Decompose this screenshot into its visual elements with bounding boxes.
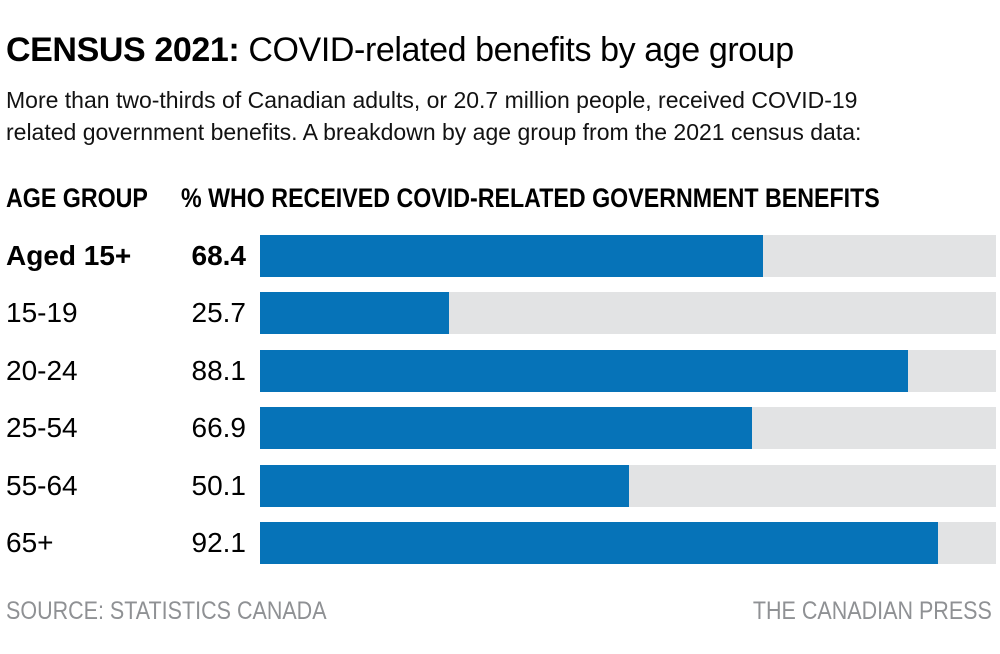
subtitle-line-1: More than two-thirds of Canadian adults,… — [6, 87, 858, 113]
value-label: 92.1 — [191, 527, 247, 558]
value-label: 25.7 — [191, 297, 247, 328]
chart-row: Aged 15+ 68.4 — [0, 235, 1000, 277]
bar-track — [260, 465, 996, 507]
age-group-label: 20-24 — [6, 355, 78, 386]
subtitle: More than two-thirds of Canadian adults,… — [6, 84, 861, 148]
column-header-percent-label: % WHO RECEIVED COVID-RELATED GOVERNMENT … — [181, 183, 880, 213]
title-rest: COVID-related benefits by age group — [239, 31, 794, 69]
chart-row: 20-24 88.1 — [0, 350, 1000, 392]
subtitle-line-2: related government benefits. A breakdown… — [6, 119, 862, 145]
age-group-label: 15-19 — [6, 297, 78, 328]
bar-track — [260, 522, 996, 564]
value-label: 88.1 — [191, 355, 247, 386]
bar-track — [260, 292, 996, 334]
column-header-percent: % WHO RECEIVED COVID-RELATED GOVERNMENT … — [181, 183, 994, 214]
bar-fill — [260, 522, 938, 564]
age-group-label: 25-54 — [6, 412, 78, 443]
bar-track — [260, 407, 996, 449]
age-group-label: 55-64 — [6, 470, 78, 501]
age-group-label: 65+ — [6, 527, 54, 558]
bar-fill — [260, 292, 450, 334]
chart-row: 25-54 66.9 — [0, 407, 1000, 449]
column-header-age-group-label: AGE GROUP — [6, 183, 148, 213]
publisher-credit: THE CANADIAN PRESS — [714, 597, 992, 626]
bar-fill — [260, 465, 629, 507]
source-credit: SOURCE: STATISTICS CANADA — [6, 597, 379, 626]
source-credit-label: SOURCE: STATISTICS CANADA — [6, 597, 327, 625]
value-label: 66.9 — [191, 412, 247, 443]
column-header-age-group: AGE GROUP — [6, 183, 171, 214]
bar-track — [260, 235, 996, 277]
age-group-label: Aged 15+ — [6, 240, 132, 271]
value-label: 50.1 — [191, 470, 247, 501]
bar-track — [260, 350, 996, 392]
bar-fill — [260, 235, 764, 277]
bar-fill — [260, 407, 753, 449]
chart-row: 65+ 92.1 — [0, 522, 1000, 564]
chart-row: 55-64 50.1 — [0, 465, 1000, 507]
title-prefix: CENSUS 2021: — [6, 31, 240, 69]
page-title: CENSUS 2021: COVID-related benefits by a… — [6, 31, 794, 70]
bar-fill — [260, 350, 909, 392]
value-label: 68.4 — [191, 240, 247, 271]
chart-row: 15-19 25.7 — [0, 292, 1000, 334]
publisher-credit-label: THE CANADIAN PRESS — [753, 597, 992, 625]
